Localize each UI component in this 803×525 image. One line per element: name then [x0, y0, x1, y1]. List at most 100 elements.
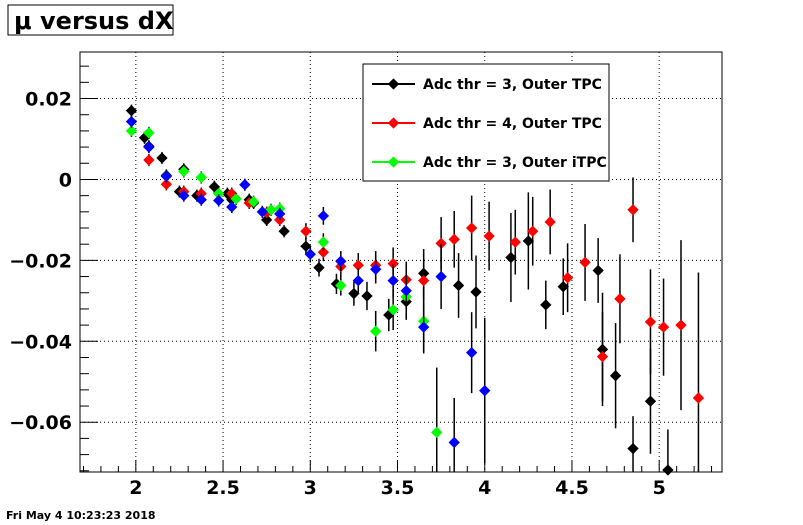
- marker: [435, 237, 447, 250]
- marker: [505, 251, 517, 264]
- data-point: [483, 201, 495, 271]
- marker: [448, 233, 460, 245]
- data-point: [675, 240, 687, 411]
- marker: [335, 255, 347, 267]
- marker: [431, 426, 443, 439]
- data-point: [627, 416, 639, 472]
- data-point: [348, 281, 360, 306]
- data-point: [579, 223, 591, 301]
- marker: [522, 235, 535, 247]
- x-tick-label: 3: [304, 477, 317, 499]
- marker: [317, 210, 330, 222]
- series-3: [125, 115, 491, 472]
- data-marks: [125, 104, 705, 476]
- marker: [592, 264, 604, 277]
- data-point: [479, 317, 491, 464]
- data-point: [300, 238, 312, 255]
- marker: [435, 270, 447, 283]
- marker: [213, 187, 225, 200]
- data-point: [317, 233, 330, 252]
- marker: [527, 225, 539, 237]
- data-point: [300, 223, 312, 240]
- marker: [317, 236, 330, 248]
- chart-title: μ versus dX: [14, 7, 174, 35]
- marker: [304, 248, 316, 260]
- marker: [448, 436, 460, 449]
- data-point: [465, 195, 478, 261]
- data-point: [178, 165, 190, 178]
- marker: [596, 351, 609, 363]
- data-point: [431, 367, 443, 472]
- data-point: [160, 170, 173, 183]
- marker: [247, 196, 260, 208]
- marker: [352, 274, 364, 287]
- data-point: [662, 429, 674, 476]
- marker: [352, 259, 364, 271]
- data-point: [644, 269, 657, 375]
- marker: [261, 214, 273, 226]
- marker: [143, 127, 155, 139]
- data-point: [143, 153, 155, 167]
- data-point: [195, 171, 207, 184]
- data-point: [335, 251, 347, 272]
- marker: [418, 321, 430, 333]
- marker: [361, 290, 373, 302]
- marker: [465, 346, 478, 359]
- footer-timestamp: Fri May 4 10:23:23 2018: [6, 509, 156, 522]
- data-point: [448, 397, 460, 472]
- marker: [627, 204, 639, 216]
- data-point: [400, 272, 412, 309]
- data-point: [178, 189, 190, 202]
- data-point: [527, 196, 539, 266]
- data-point: [692, 272, 705, 472]
- marker: [160, 170, 173, 182]
- data-point: [370, 255, 382, 284]
- data-point: [265, 203, 277, 216]
- marker: [644, 316, 657, 328]
- data-point: [304, 246, 316, 263]
- data-point: [470, 255, 482, 329]
- marker: [348, 287, 360, 300]
- marker: [540, 299, 552, 311]
- data-point: [361, 281, 373, 311]
- marker: [544, 216, 556, 228]
- x-tick-label: 5: [653, 477, 666, 499]
- marker: [195, 194, 207, 206]
- marker: [675, 319, 687, 331]
- marker: [278, 225, 290, 237]
- y-tick-label: −0.04: [9, 331, 72, 353]
- marker: [400, 285, 412, 297]
- data-point: [226, 200, 238, 214]
- marker: [387, 257, 399, 270]
- data-point: [195, 193, 207, 206]
- marker: [557, 281, 569, 293]
- data-point: [418, 302, 430, 352]
- legend: Adc thr = 3, Outer TPC Adc thr = 4, Outer…: [362, 63, 610, 182]
- data-point: [435, 244, 447, 309]
- data-point: [156, 151, 168, 165]
- data-point: [213, 194, 225, 207]
- data-point: [143, 141, 155, 154]
- marker: [335, 279, 347, 292]
- data-point: [256, 205, 268, 218]
- marker: [662, 464, 674, 476]
- data-point: [596, 312, 609, 402]
- x-tick-label: 2: [129, 477, 142, 499]
- marker: [226, 201, 238, 213]
- legend-label: Adc thr = 4, Outer TPC: [423, 116, 602, 132]
- marker: [657, 321, 670, 333]
- marker: [470, 286, 482, 298]
- data-point: [448, 211, 460, 268]
- marker: [614, 293, 626, 305]
- marker: [370, 325, 382, 337]
- y-tick-label: −0.02: [9, 250, 72, 272]
- x-tick-label: 3.5: [381, 477, 415, 499]
- series-2: [125, 124, 443, 472]
- marker: [239, 179, 251, 191]
- data-point: [143, 126, 155, 139]
- data-point: [247, 195, 260, 208]
- x-tick-label: 2.5: [206, 477, 240, 499]
- marker: [370, 263, 382, 275]
- marker: [256, 206, 268, 218]
